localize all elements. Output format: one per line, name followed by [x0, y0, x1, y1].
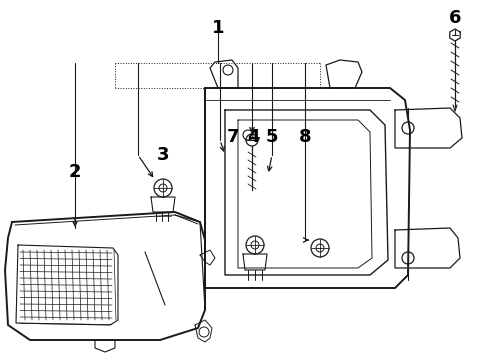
Text: 6: 6: [449, 9, 461, 27]
Text: 1: 1: [212, 19, 224, 37]
Text: 8: 8: [299, 128, 311, 146]
Text: 5: 5: [266, 128, 278, 146]
Text: 7: 7: [227, 128, 239, 146]
Text: 2: 2: [69, 163, 81, 181]
Text: 3: 3: [157, 146, 169, 164]
Text: 4: 4: [247, 128, 259, 146]
